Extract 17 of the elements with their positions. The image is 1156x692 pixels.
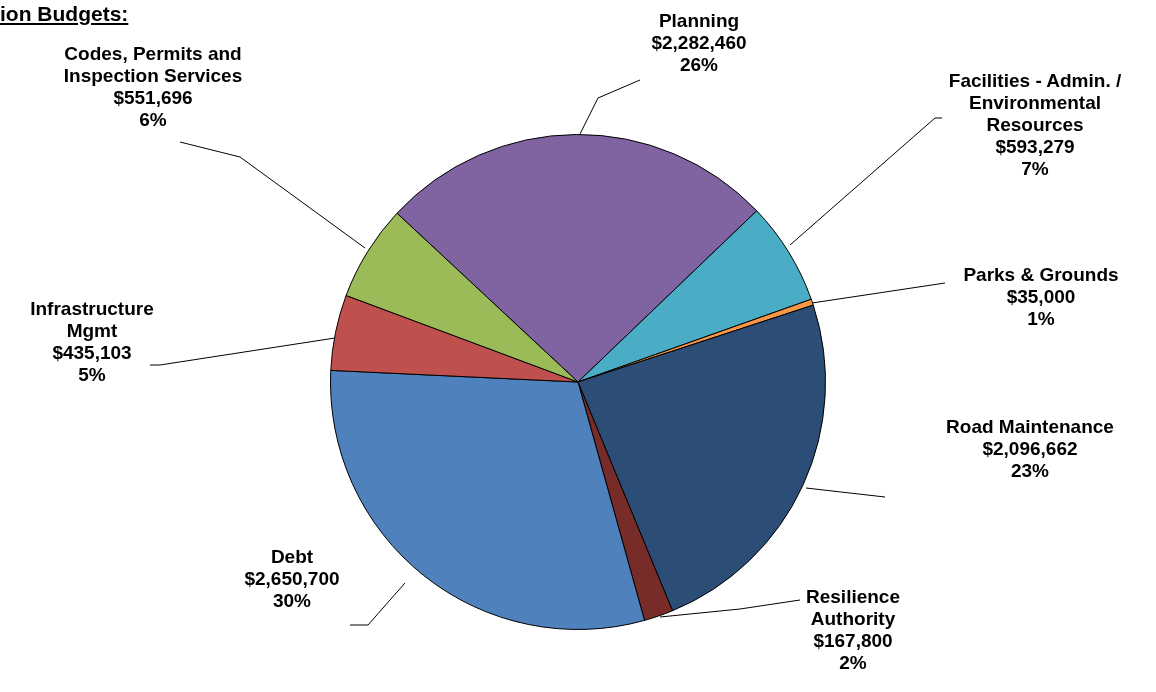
data-label: $2,096,662 23%: [982, 437, 1078, 481]
slice-label: Road Maintenance: [946, 415, 1114, 437]
data-label: $167,800 2%: [813, 629, 893, 673]
slice-label: Parks & Grounds: [963, 263, 1119, 285]
data-label: $593,279 7%: [995, 135, 1075, 179]
slice-label: Resilience Authority: [806, 585, 900, 629]
slice-label: Planning: [658, 9, 740, 31]
data-label: $2,650,700 30%: [244, 567, 340, 611]
data-label: $2,282,460 26%: [651, 31, 747, 75]
data-label: $551,696 6%: [113, 86, 193, 130]
data-label: $435,103 5%: [52, 341, 132, 385]
slice-label: Facilities - Admin. / Environmental Resources: [948, 69, 1122, 135]
chart-title: ion Budgets:: [0, 2, 129, 26]
slice-label: Debt: [270, 545, 314, 567]
data-label: $35,000 1%: [1006, 285, 1076, 329]
slice-label: Codes, Permits and Inspection Services: [63, 42, 243, 86]
slice-label: Infrastructure Mgmt: [30, 297, 154, 341]
